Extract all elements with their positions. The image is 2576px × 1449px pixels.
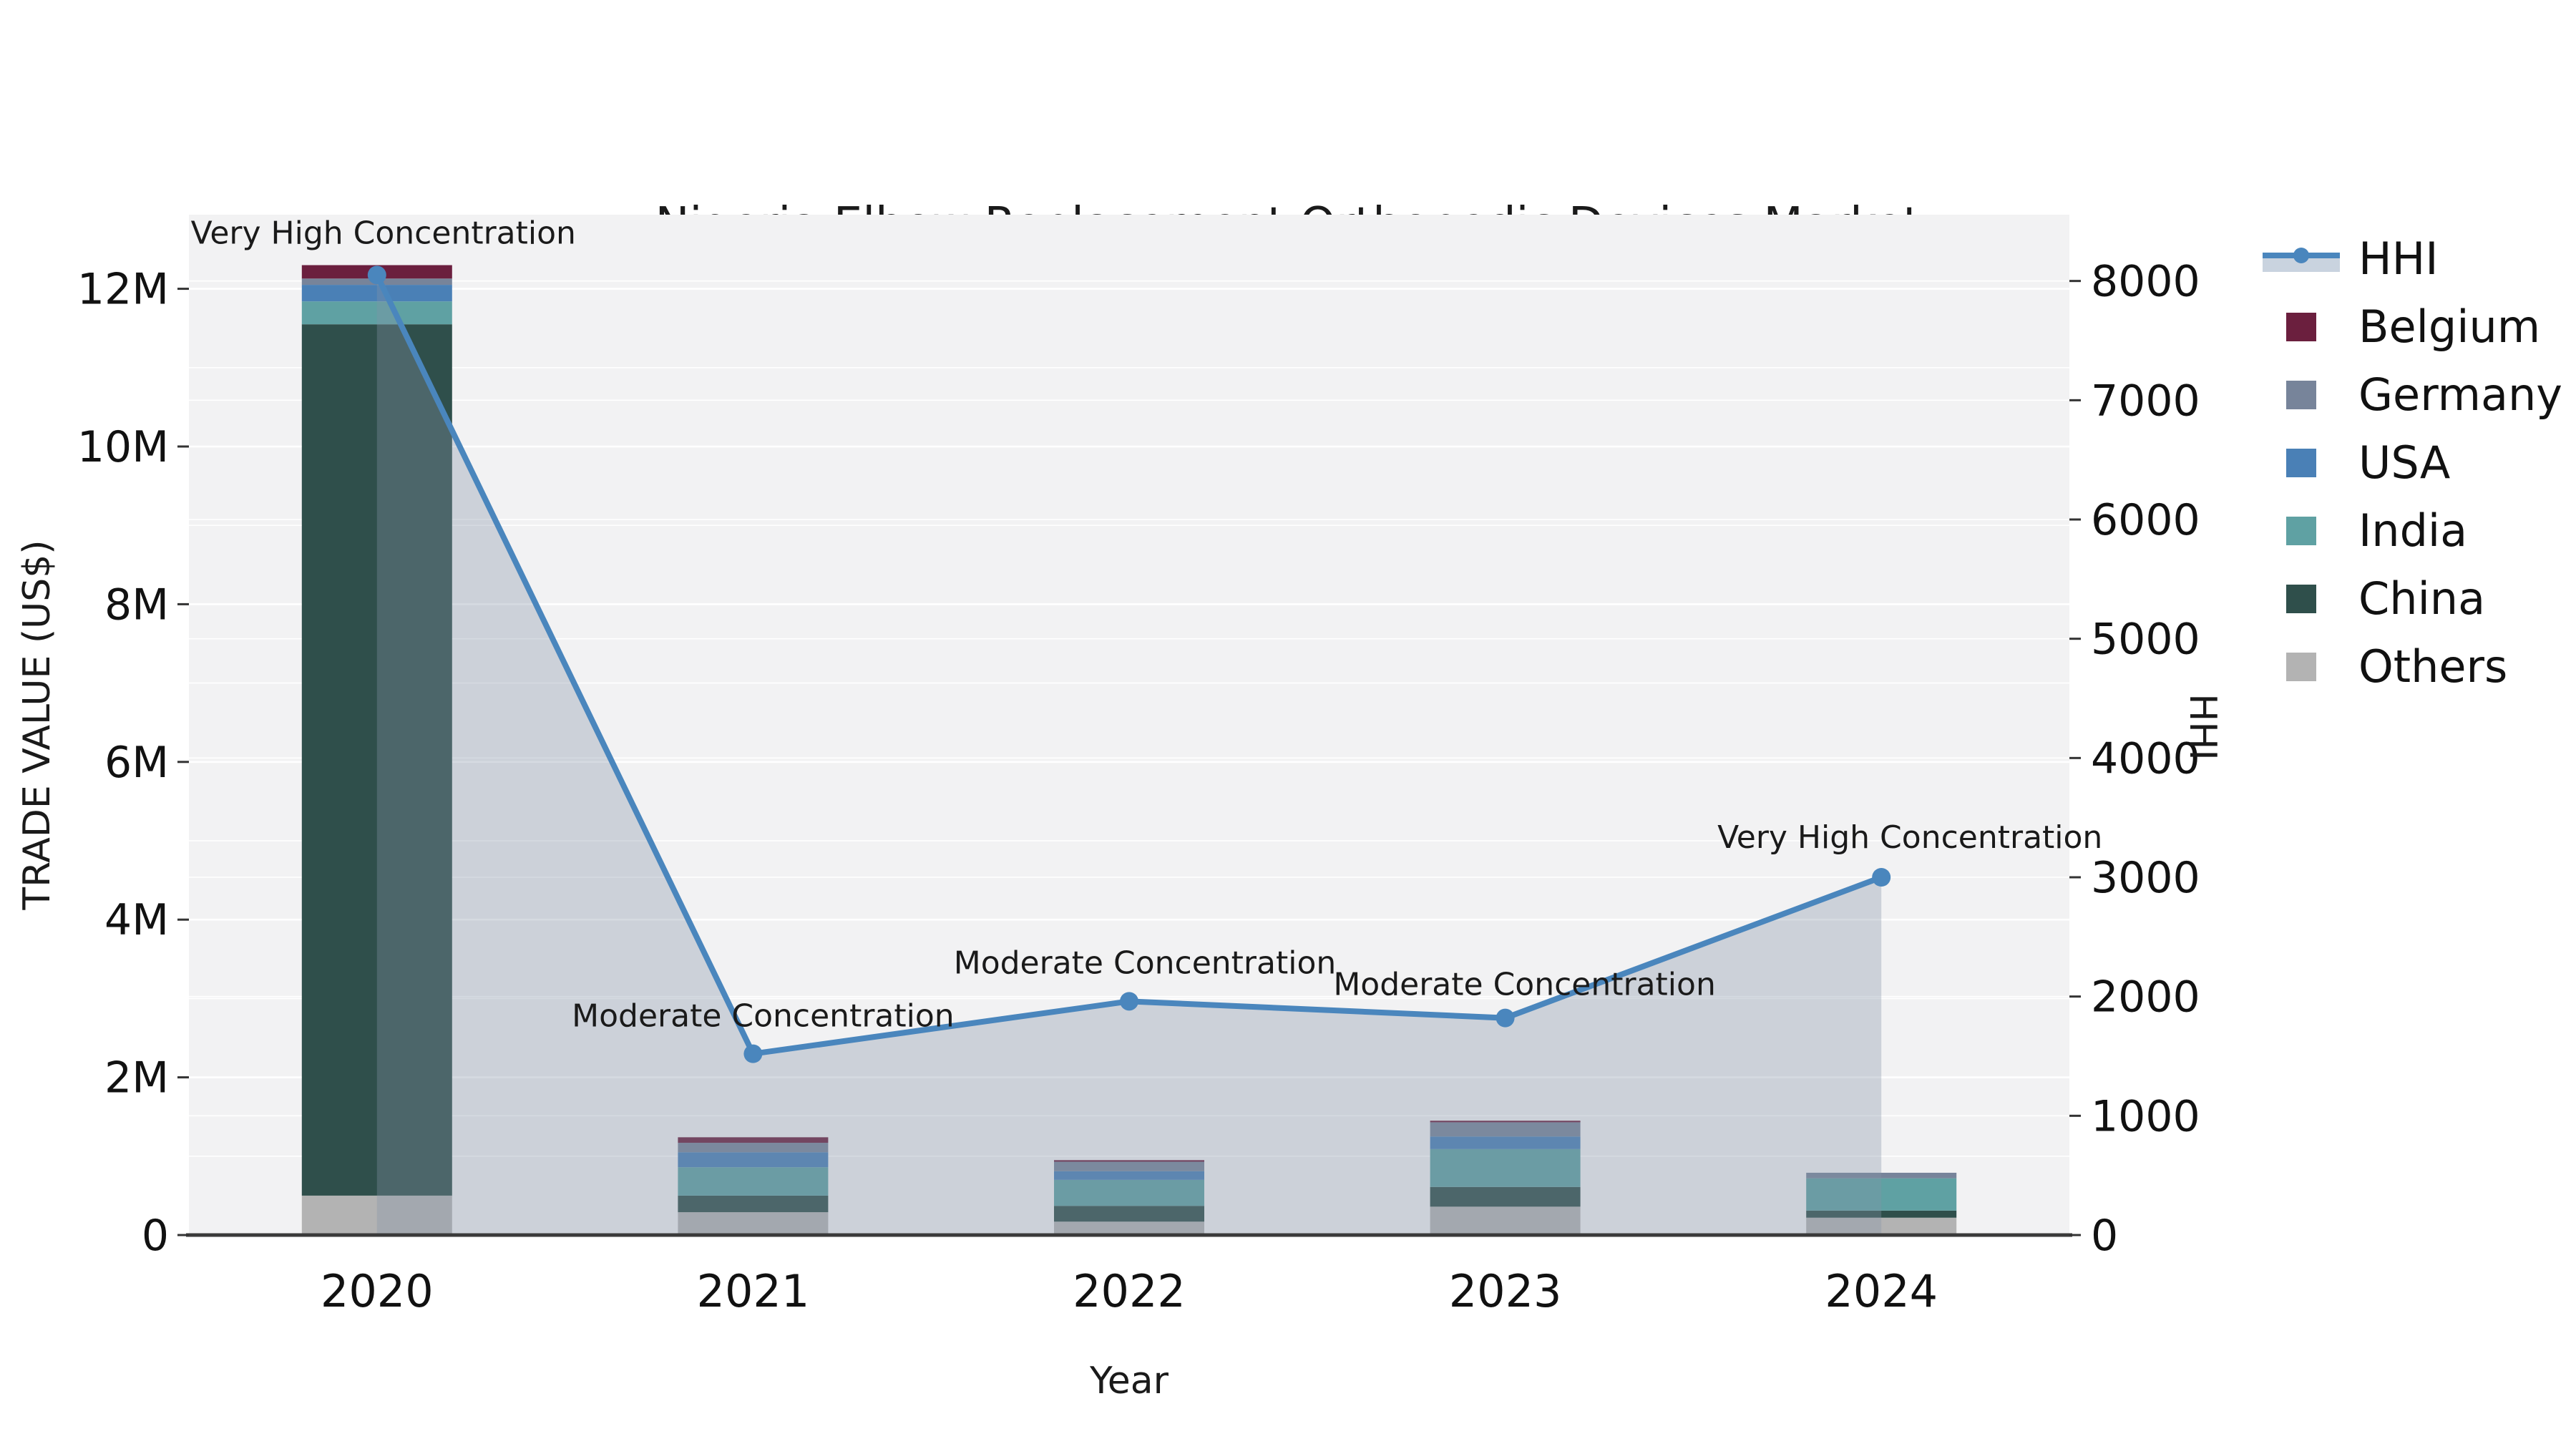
annotation-2022: Moderate Concentration [954, 945, 1337, 981]
hhi-marker-2024 [1872, 868, 1891, 887]
y2-tick-label-3000: 3000 [2091, 853, 2200, 903]
y2-tick-label-7000: 7000 [2091, 376, 2200, 426]
legend-label-usa: USA [2358, 436, 2451, 489]
hhi-area-fill [376, 275, 1882, 1235]
y-axis-label: TRADE VALUE (US$) [16, 540, 59, 910]
legend-swatch-usa [2263, 448, 2340, 477]
bar-segment-china-2020 [301, 324, 452, 1196]
legend-label-germany: Germany [2358, 369, 2562, 421]
legend-label-hhi: HHI [2358, 233, 2439, 285]
annotation-2024: Very High Concentration [1717, 819, 2102, 856]
y-tick-label-8M: 8M [104, 580, 169, 630]
bar-segment-belgium-2021 [678, 1137, 829, 1143]
legend-item-hhi: HHI [2263, 225, 2562, 293]
y-tick-label-4M: 4M [104, 895, 169, 945]
legend-label-belgium: Belgium [2358, 301, 2541, 353]
bar-segment-usa-2022 [1054, 1171, 1204, 1180]
bar-segment-india-2024 [1806, 1178, 1957, 1211]
bar-segment-china-2023 [1430, 1186, 1581, 1207]
x-tick-label-2021: 2021 [697, 1265, 810, 1317]
bar-segment-belgium-2022 [1054, 1160, 1204, 1162]
legend-swatch-germany [2263, 380, 2340, 409]
hhi-marker-2023 [1496, 1008, 1515, 1028]
hhi-marker-2021 [743, 1044, 763, 1063]
hhi-marker-2022 [1120, 992, 1138, 1011]
x-tick-label-2023: 2023 [1449, 1265, 1562, 1317]
x-axis-label: Year [1089, 1360, 1169, 1402]
bar-segment-others-2021 [678, 1212, 829, 1235]
x-tick-label-2020: 2020 [321, 1265, 434, 1317]
legend-item-belgium: Belgium [2263, 293, 2562, 361]
annotation-2023: Moderate Concentration [1333, 967, 1716, 1003]
bar-segment-germany-2024 [1806, 1172, 1957, 1179]
y2-tick-label-8000: 8000 [2091, 257, 2200, 307]
y2-tick-label-4000: 4000 [2091, 733, 2200, 784]
legend-item-others: Others [2263, 633, 2562, 701]
legend-item-india: India [2263, 497, 2562, 565]
y2-tick-label-1000: 1000 [2091, 1091, 2200, 1141]
plot-background [189, 215, 2069, 1235]
legend-item-usa: USA [2263, 429, 2562, 497]
y2-tick-label-5000: 5000 [2091, 615, 2200, 665]
y2-tick-label-2000: 2000 [2091, 972, 2200, 1023]
hhi-line-marker-icon [2263, 243, 2340, 275]
bar-segment-belgium-2023 [1430, 1121, 1581, 1123]
bar-segment-india-2023 [1430, 1148, 1581, 1187]
annotation-2021: Moderate Concentration [572, 998, 955, 1035]
bar-segment-others-2022 [1054, 1221, 1204, 1235]
x-tick-label-2022: 2022 [1073, 1265, 1186, 1317]
bar-segment-india-2022 [1054, 1179, 1204, 1206]
bar-segment-china-2021 [678, 1195, 829, 1213]
y-tick-label-6M: 6M [104, 738, 169, 788]
bar-segment-usa-2020 [301, 285, 452, 302]
legend-swatch-belgium [2263, 312, 2340, 341]
legend-swatch-china [2263, 584, 2340, 613]
bar-segment-others-2023 [1430, 1206, 1581, 1235]
y2-axis-label: HHI [2181, 693, 2224, 761]
bar-segment-germany-2023 [1430, 1122, 1581, 1137]
bar-segment-india-2021 [678, 1167, 829, 1196]
legend-item-germany: Germany [2263, 361, 2562, 429]
bar-segment-others-2024 [1806, 1217, 1957, 1235]
y-tick-label-0: 0 [142, 1211, 169, 1261]
legend-label-india: India [2358, 504, 2468, 557]
bar-segment-usa-2021 [678, 1152, 829, 1168]
y2-tick-label-6000: 6000 [2091, 495, 2200, 545]
y-tick-label-12M: 12M [77, 265, 169, 315]
legend-item-china: China [2263, 565, 2562, 633]
bar-segment-india-2020 [301, 301, 452, 325]
bar-segment-germany-2021 [678, 1143, 829, 1153]
bar-segment-usa-2023 [1430, 1136, 1581, 1149]
legend-swatch-others [2263, 652, 2340, 681]
annotation-2020: Very High Concentration [191, 215, 576, 251]
x-tick-label-2024: 2024 [1825, 1265, 1938, 1317]
y2-tick-label-0: 0 [2091, 1211, 2118, 1261]
bar-segment-germany-2022 [1054, 1161, 1204, 1171]
legend-label-others: Others [2358, 640, 2508, 693]
legend: HHI Belgium Germany USA India China Others [2263, 225, 2562, 701]
bar-segment-china-2024 [1806, 1210, 1957, 1218]
y-tick-label-2M: 2M [104, 1053, 169, 1103]
hhi-marker-2020 [367, 265, 386, 285]
bar-segment-china-2022 [1054, 1206, 1204, 1222]
y-tick-label-10M: 10M [77, 422, 169, 472]
bar-segment-others-2020 [301, 1195, 452, 1235]
legend-swatch-india [2263, 516, 2340, 545]
legend-label-china: China [2358, 572, 2486, 625]
